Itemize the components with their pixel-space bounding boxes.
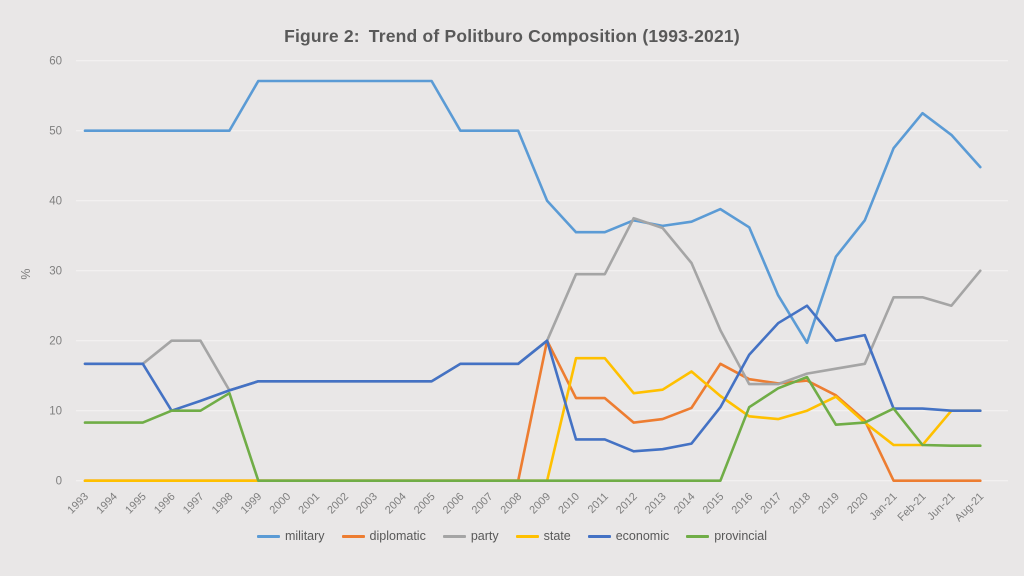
y-tick-label: 30: [49, 266, 62, 278]
x-tick-label: 2014: [672, 491, 698, 517]
legend-label-provincial: provincial: [714, 529, 768, 543]
x-tick-label: 2018: [787, 491, 813, 517]
x-tick-label: 2001: [296, 491, 322, 517]
y-tick-label: 40: [49, 196, 62, 208]
legend-label-party: party: [470, 529, 499, 543]
legend-label-diplomatic: diplomatic: [369, 529, 426, 543]
legend-swatch-party: [442, 534, 466, 538]
y-tick-label: 60: [49, 56, 62, 68]
series-line-provincial: [83, 375, 982, 483]
x-tick-label: 2012: [614, 491, 640, 517]
x-tick-label: 1997: [181, 491, 207, 517]
x-tick-label: Aug-21: [953, 491, 987, 525]
y-tick-label: 10: [49, 406, 62, 418]
chart-legend: military diplomatic party state economic prov…: [0, 529, 1024, 543]
x-tick-label: 1996: [152, 491, 178, 517]
x-tick-label: 2015: [701, 491, 727, 517]
y-tick-label: 20: [49, 336, 62, 348]
legend-swatch-state: [515, 534, 539, 538]
x-tick-label: 1993: [65, 491, 91, 517]
chart-title-main: Trend of Politburo Composition (1993-202…: [368, 26, 740, 46]
x-tick-label: 1994: [94, 491, 120, 517]
series-line-economic: [83, 304, 982, 453]
x-tick-label: 2020: [845, 491, 871, 517]
x-tick-label: 2000: [267, 491, 293, 517]
series-line-military: [83, 79, 982, 345]
legend-label-military: military: [284, 529, 325, 543]
series-line-state: [83, 356, 982, 483]
chart-title-prefix: Figure 2:: [284, 26, 360, 46]
y-axis-title: %: [19, 268, 33, 279]
x-tick-label: 2016: [730, 491, 756, 517]
legend-item-military: military: [256, 529, 325, 543]
x-tick-label: 2019: [816, 491, 842, 517]
legend-item-provincial: provincial: [686, 529, 767, 543]
x-tick-label: 2007: [470, 491, 496, 517]
x-tick-label: 2008: [499, 491, 525, 517]
legend-label-economic: economic: [615, 529, 670, 543]
chart-title: Figure 2: Trend of Politburo Composition …: [0, 26, 1024, 47]
legend-swatch-diplomatic: [341, 534, 365, 538]
x-tick-label: Feb-21: [896, 491, 929, 524]
x-tick-label: 1995: [123, 491, 149, 517]
legend-item-party: party: [442, 529, 499, 543]
x-tick-label: 2004: [383, 491, 409, 517]
x-tick-label: Jan-21: [867, 491, 899, 523]
legend-label-state: state: [543, 529, 571, 543]
x-tick-label: 2017: [758, 491, 784, 517]
x-tick-label: 2013: [643, 491, 669, 517]
x-tick-label: 2009: [527, 491, 553, 517]
x-tick-label: 2010: [556, 491, 582, 517]
legend-item-economic: economic: [587, 529, 670, 543]
x-tick-label: 2005: [412, 491, 438, 517]
legend-item-diplomatic: diplomatic: [341, 529, 426, 543]
legend-swatch-provincial: [686, 534, 710, 538]
x-tick-label: 2003: [354, 491, 380, 517]
legend-swatch-military: [256, 534, 280, 538]
legend-item-state: state: [515, 529, 571, 543]
x-tick-label: Jun-21: [925, 491, 957, 523]
x-tick-label: 1998: [210, 491, 236, 517]
y-tick-label: 50: [49, 126, 62, 138]
x-tick-label: 2002: [325, 491, 351, 517]
x-tick-label: 2011: [586, 491, 611, 516]
x-tick-label: 1999: [239, 491, 265, 517]
legend-swatch-economic: [587, 534, 611, 538]
x-tick-label: 2006: [441, 491, 467, 517]
y-tick-label: 0: [56, 476, 62, 488]
